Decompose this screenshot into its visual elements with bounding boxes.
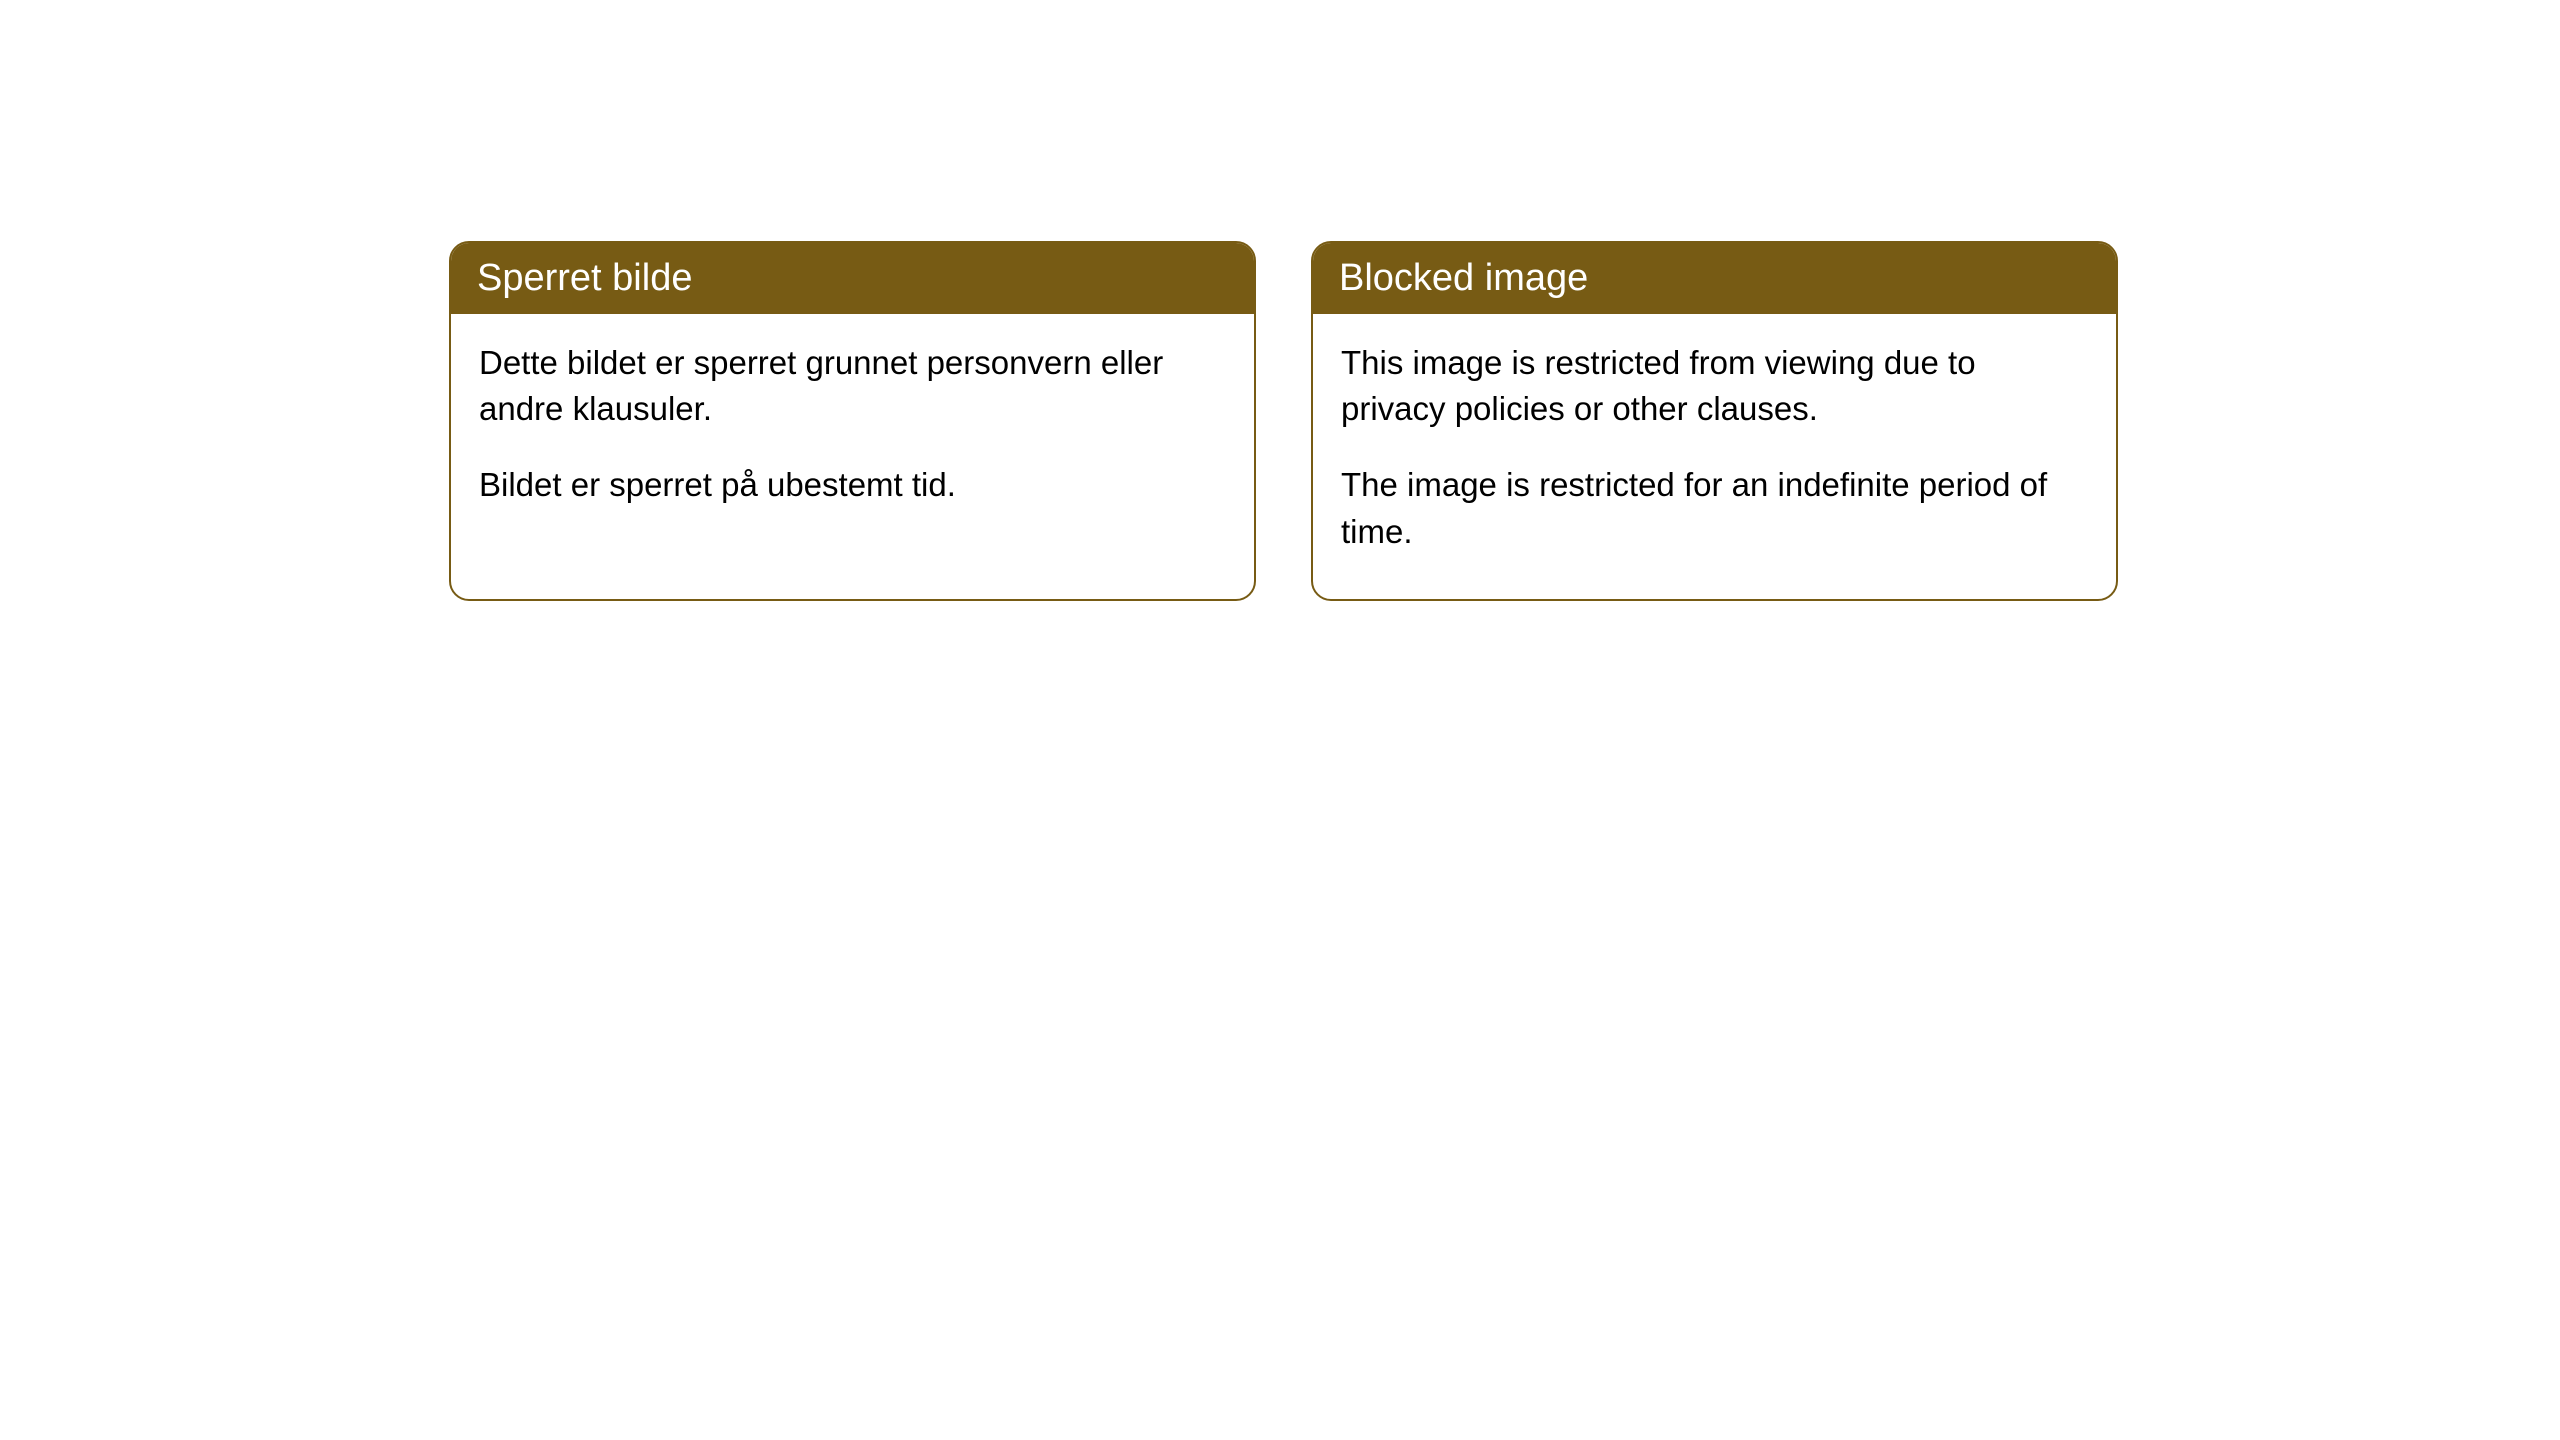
notice-paragraph: This image is restricted from viewing du… bbox=[1341, 340, 2088, 432]
notice-container: Sperret bilde Dette bildet er sperret gr… bbox=[0, 0, 2560, 601]
notice-paragraph: Bildet er sperret på ubestemt tid. bbox=[479, 462, 1226, 508]
notice-card-norwegian: Sperret bilde Dette bildet er sperret gr… bbox=[449, 241, 1256, 601]
notice-paragraph: Dette bildet er sperret grunnet personve… bbox=[479, 340, 1226, 432]
notice-title-english: Blocked image bbox=[1313, 243, 2116, 314]
notice-card-english: Blocked image This image is restricted f… bbox=[1311, 241, 2118, 601]
notice-paragraph: The image is restricted for an indefinit… bbox=[1341, 462, 2088, 554]
notice-body-english: This image is restricted from viewing du… bbox=[1313, 314, 2116, 599]
notice-title-norwegian: Sperret bilde bbox=[451, 243, 1254, 314]
notice-body-norwegian: Dette bildet er sperret grunnet personve… bbox=[451, 314, 1254, 553]
